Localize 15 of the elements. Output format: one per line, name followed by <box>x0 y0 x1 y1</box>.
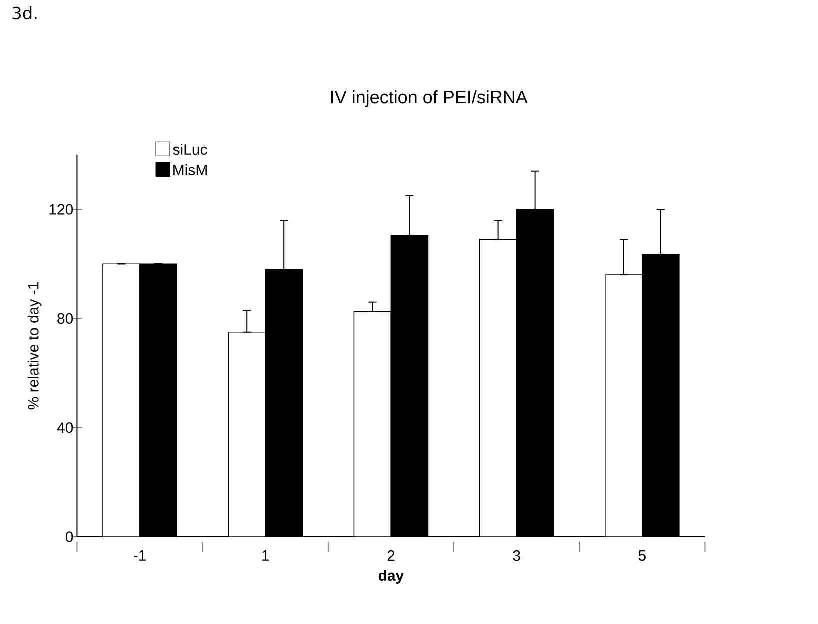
x-tick-label: -1 <box>134 550 146 561</box>
chart-title: IV injection of PEI/siRNA <box>332 90 528 108</box>
y-tick-label: 120 <box>50 204 74 215</box>
x-tick-label: 2 <box>388 550 395 562</box>
x-tick-label: 1 <box>262 550 270 561</box>
legend-label: siLuc <box>173 144 208 156</box>
x-axis-title: day <box>378 570 404 584</box>
legend-label: MisM <box>174 164 207 176</box>
text: 3d. <box>12 6 37 20</box>
x-tick-label: 5 <box>638 550 646 561</box>
y-axis-title: % relative to day -1 <box>28 282 42 410</box>
y-tick-label: 40 <box>57 422 74 434</box>
x-tick-label: 3 <box>513 550 520 562</box>
y-tick-label: 80 <box>58 313 74 324</box>
y-tick-label: 0 <box>66 532 74 542</box>
